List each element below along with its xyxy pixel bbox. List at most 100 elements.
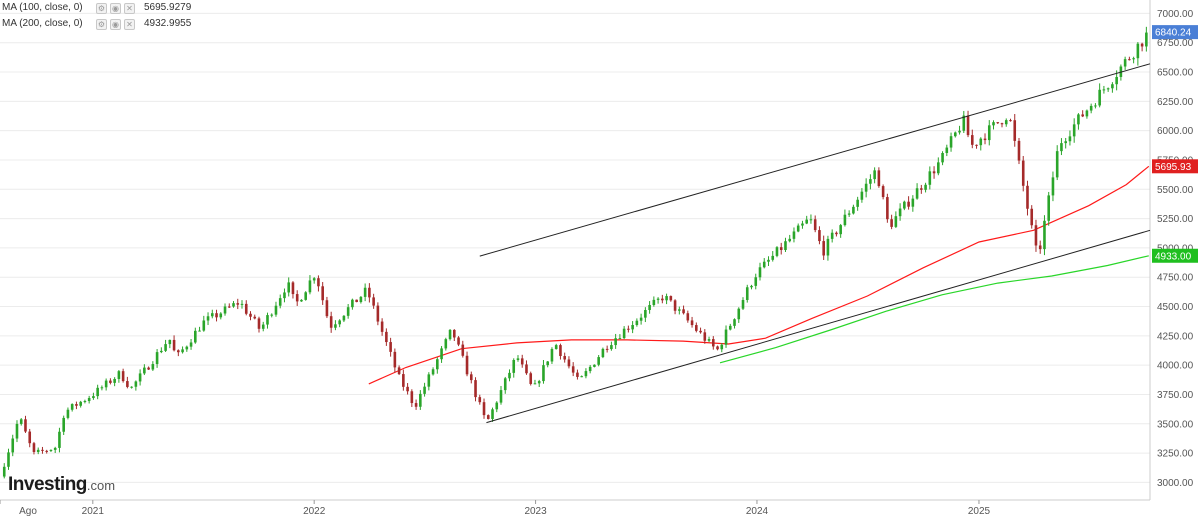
candle-body xyxy=(147,367,150,370)
price-tag-label: 5695.93 xyxy=(1155,162,1192,173)
candle-body xyxy=(661,298,664,301)
candle-body xyxy=(886,197,889,220)
candle-body xyxy=(1038,245,1042,250)
candle-body xyxy=(32,443,36,452)
candle-body xyxy=(92,396,95,399)
candle-body xyxy=(788,238,792,242)
candle-body xyxy=(618,338,622,340)
candle-body xyxy=(83,401,87,403)
candle-body xyxy=(274,305,278,315)
settings-icon[interactable]: ⚙ xyxy=(96,2,107,14)
candle-body xyxy=(317,278,320,287)
candle-body xyxy=(1064,141,1067,144)
candle-body xyxy=(1021,160,1025,186)
moving-averages xyxy=(368,165,1150,385)
x-axis: Ago 2021 2022 2023 2024 2025 xyxy=(0,500,991,517)
candle-body xyxy=(699,330,702,333)
candle-body xyxy=(1030,208,1034,226)
candle-body xyxy=(499,390,503,403)
candle-body xyxy=(240,303,244,305)
visibility-icon[interactable]: ◉ xyxy=(110,18,121,30)
candle-body xyxy=(716,346,719,350)
candle-body xyxy=(1081,114,1084,117)
candle-body xyxy=(754,277,758,286)
visibility-icon[interactable]: ◉ xyxy=(110,2,121,14)
candle-body xyxy=(24,419,27,432)
candle-body xyxy=(648,304,651,311)
trendline xyxy=(479,63,1151,257)
candle-body xyxy=(728,325,732,330)
candle-body xyxy=(966,115,970,136)
candle-body xyxy=(941,152,944,163)
close-icon[interactable]: ✕ xyxy=(124,18,135,30)
y-tick-label: 3500.00 xyxy=(1157,419,1194,430)
candle-body xyxy=(172,339,176,351)
candle-body xyxy=(109,380,112,383)
candle-body xyxy=(801,223,804,226)
candle-body xyxy=(508,372,511,379)
candle-body xyxy=(338,320,341,325)
candle-body xyxy=(448,329,452,340)
ma200-line xyxy=(719,255,1149,364)
candle-body xyxy=(380,321,384,332)
candle-body xyxy=(177,350,180,353)
candle-body xyxy=(703,332,707,341)
candle-body xyxy=(627,328,630,330)
candle-body xyxy=(185,346,189,350)
candle-body xyxy=(355,299,358,303)
candle-body xyxy=(690,320,694,326)
y-tick-label: 3750.00 xyxy=(1157,390,1194,401)
candle-body xyxy=(987,125,991,141)
candle-body xyxy=(427,374,431,387)
candle-body xyxy=(261,324,265,329)
candle-body xyxy=(928,171,932,185)
candle-body xyxy=(478,397,482,403)
candle-body xyxy=(469,374,473,381)
candle-body xyxy=(1089,105,1093,111)
candle-body xyxy=(958,130,961,133)
candle-body xyxy=(100,387,104,389)
candle-body xyxy=(512,359,516,373)
candle-body xyxy=(134,381,138,387)
candle-body xyxy=(954,132,957,137)
candle-body xyxy=(312,278,316,281)
candle-body xyxy=(537,381,541,384)
candle-body xyxy=(1068,136,1072,142)
y-tick-label: 4750.00 xyxy=(1157,273,1194,284)
candle-body xyxy=(1085,110,1089,117)
candle-body xyxy=(907,201,910,207)
candle-body xyxy=(215,313,218,318)
candle-body xyxy=(775,247,779,256)
candle-body xyxy=(278,298,282,306)
candle-body xyxy=(49,449,53,451)
candle-body xyxy=(559,345,562,357)
candle-body xyxy=(227,306,231,308)
price-tag-label: 4933.00 xyxy=(1155,251,1192,262)
candle-body xyxy=(767,259,770,262)
close-icon[interactable]: ✕ xyxy=(124,2,135,14)
candle-body xyxy=(19,419,23,424)
candle-body xyxy=(342,315,346,321)
candle-body xyxy=(414,403,418,407)
candle-body xyxy=(903,201,906,209)
candle-body xyxy=(440,348,443,360)
candle-body xyxy=(41,449,44,451)
candle-body xyxy=(79,401,82,406)
candle-body xyxy=(410,391,414,404)
candle-body xyxy=(346,307,350,316)
candle-body xyxy=(486,415,490,419)
candle-body xyxy=(87,398,91,402)
candle-body xyxy=(164,344,167,351)
legend-ma100-value: 5695.9279 xyxy=(144,2,192,13)
x-tick-label: 2024 xyxy=(746,506,769,517)
candle-body xyxy=(36,449,40,452)
settings-icon[interactable]: ⚙ xyxy=(96,18,107,30)
candle-body xyxy=(737,308,741,320)
candle-body xyxy=(881,186,885,198)
candle-body xyxy=(368,287,371,298)
candle-body xyxy=(329,316,333,328)
candle-body xyxy=(588,366,592,372)
candle-body xyxy=(856,199,859,207)
candle-body xyxy=(877,170,881,187)
